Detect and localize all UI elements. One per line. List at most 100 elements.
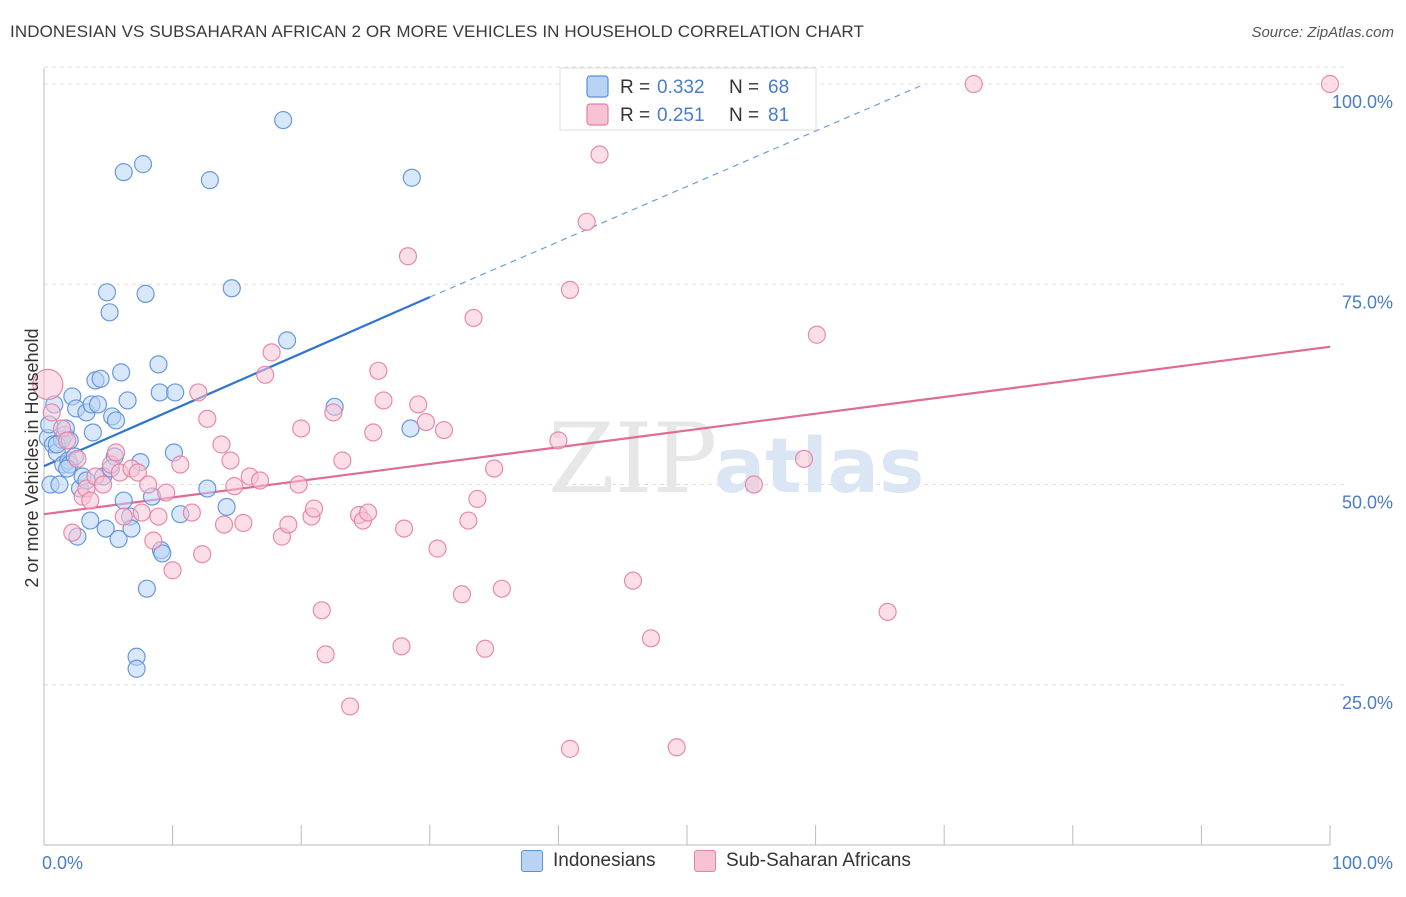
point-blue-25: [91, 369, 110, 388]
stats-swatch-1: [586, 103, 609, 126]
point-blue-27: [96, 519, 115, 538]
point-pink-66: [485, 459, 504, 478]
legend-swatch-pink: [694, 850, 716, 872]
point-pink-61: [452, 585, 472, 604]
point-pink-30: [221, 451, 240, 470]
point-pink-29: [214, 515, 234, 534]
point-pink-18: [139, 475, 158, 494]
point-pink-44: [316, 645, 335, 664]
point-pink-43: [312, 601, 331, 620]
point-pink-25: [189, 383, 208, 402]
point-pink-40: [292, 419, 311, 438]
bottom-legend: Indonesians Sub-Saharan Africans: [0, 850, 1406, 880]
point-pink-35: [256, 365, 275, 384]
y-axis-label-wrap: 2 or more Vehicles in Household: [16, 0, 46, 892]
point-pink-4: [63, 523, 82, 542]
point-pink-78: [807, 325, 826, 344]
point-pink-31: [225, 477, 244, 496]
x-tick-label-0: 0.0%: [42, 853, 83, 873]
watermark: ZIP atlas: [548, 403, 924, 515]
point-pink-36: [262, 343, 281, 362]
point-pink-17: [132, 503, 151, 522]
point-blue-6: [50, 475, 69, 494]
point-pink-8: [81, 491, 100, 510]
point-pink-23: [171, 455, 190, 474]
point-blue-54: [222, 279, 241, 298]
legend-item-indonesians: Indonesians: [521, 850, 655, 872]
point-pink-70: [560, 739, 580, 758]
point-blue-20: [81, 511, 100, 530]
point-pink-62: [459, 511, 478, 530]
point-pink-60: [434, 420, 454, 440]
point-pink-34: [250, 471, 270, 490]
point-pink-20: [149, 507, 168, 526]
stats-n-value-0: 68: [768, 77, 789, 98]
y-tick-label-0: 25.0%: [1342, 693, 1393, 713]
point-blue-46: [150, 383, 169, 402]
chart-source: Source: ZipAtlas.com: [1251, 24, 1394, 41]
point-blue-35: [114, 491, 133, 510]
point-blue-59: [133, 155, 153, 174]
point-pink-79: [878, 602, 897, 622]
point-pink-72: [590, 145, 609, 164]
y-tick-label-3: 100.0%: [1332, 92, 1393, 112]
point-pink-73: [623, 571, 643, 590]
point-blue-34: [112, 363, 131, 382]
point-pink-71: [577, 212, 596, 231]
point-pink-14: [114, 507, 133, 526]
point-blue-52: [198, 479, 217, 498]
point-blue-62: [402, 168, 421, 187]
point-blue-28: [100, 303, 119, 322]
legend-label-indonesians: Indonesians: [553, 850, 656, 871]
point-pink-3: [58, 431, 77, 450]
watermark-atlas: atlas: [714, 421, 924, 510]
point-pink-80: [964, 74, 983, 94]
point-blue-53: [217, 497, 236, 517]
point-pink-0: [32, 368, 64, 401]
trend-extension-blue: [429, 83, 926, 298]
point-pink-56: [398, 247, 418, 266]
axes: [43, 68, 1331, 846]
point-pink-59: [428, 539, 447, 558]
point-pink-10: [94, 475, 113, 494]
point-pink-38: [279, 515, 298, 534]
point-blue-50: [166, 383, 185, 402]
point-blue-33: [109, 529, 128, 549]
stats-legend: R = 0.332 N = 68 R = 0.251 N = 81: [559, 67, 817, 131]
point-pink-51: [364, 423, 383, 442]
stats-r-label-0: R =: [620, 77, 650, 98]
point-pink-47: [340, 697, 360, 716]
legend-swatch-blue: [521, 850, 543, 872]
grid-lines: [44, 66, 1344, 686]
point-blue-42: [136, 284, 155, 303]
point-pink-58: [416, 412, 436, 432]
point-pink-39: [289, 475, 308, 494]
scatter-points: [32, 74, 1340, 758]
point-blue-40: [127, 659, 146, 678]
point-pink-53: [374, 391, 393, 410]
point-pink-57: [409, 395, 428, 414]
point-blue-58: [114, 163, 133, 182]
y-tick-label-2: 75.0%: [1342, 292, 1393, 312]
y-tick-label-1: 50.0%: [1342, 493, 1393, 513]
stats-swatch-0: [586, 75, 609, 98]
point-blue-55: [277, 331, 297, 350]
point-pink-64: [468, 489, 487, 509]
point-pink-67: [492, 579, 511, 598]
point-blue-48: [153, 544, 172, 563]
point-blue-43: [137, 579, 156, 598]
point-pink-68: [549, 431, 568, 450]
x-tick-label-1: 100.0%: [1332, 853, 1393, 873]
point-pink-52: [369, 361, 388, 380]
point-blue-24: [88, 395, 108, 414]
point-pink-50: [358, 503, 378, 522]
point-pink-65: [475, 639, 495, 658]
y-axis-label: 2 or more Vehicles in Household: [22, 328, 42, 587]
point-pink-46: [333, 451, 352, 470]
point-pink-45: [324, 403, 343, 422]
point-pink-24: [182, 503, 201, 522]
legend-label-subsaharan: Sub-Saharan Africans: [726, 850, 911, 871]
point-pink-76: [744, 475, 763, 494]
point-pink-55: [394, 519, 414, 538]
point-pink-32: [234, 513, 253, 533]
